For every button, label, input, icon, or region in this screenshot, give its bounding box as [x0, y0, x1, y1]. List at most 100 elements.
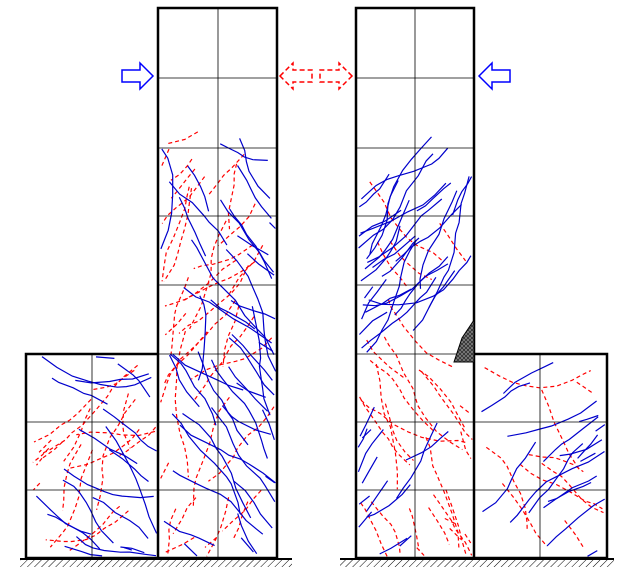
crack-forward: [180, 425, 276, 483]
crack-reverse: [419, 370, 465, 428]
crack-forward: [179, 197, 205, 256]
left-grid: [26, 8, 277, 558]
crack-reverse: [565, 521, 584, 548]
crack-reverse: [41, 442, 62, 459]
reverse-arrow-left: [280, 63, 312, 89]
crack-forward: [397, 423, 438, 498]
crack-reverse: [520, 464, 602, 509]
crack-forward: [529, 444, 583, 513]
crack-reverse: [34, 399, 91, 442]
ground-hatch: [340, 559, 614, 567]
crack-forward: [240, 138, 270, 198]
crack-forward: [65, 546, 103, 556]
crack-forward: [453, 177, 472, 215]
left-wall-outline: [26, 8, 277, 558]
crack-reverse: [461, 432, 471, 459]
crack-forward: [198, 352, 248, 445]
crack-forward: [359, 210, 401, 236]
crack-forward: [79, 429, 137, 463]
crack-forward: [417, 183, 451, 211]
crack-forward: [507, 401, 596, 436]
crack-reverse: [361, 400, 467, 443]
crack-forward: [547, 499, 605, 546]
crack-forward: [238, 514, 257, 554]
crack-reverse: [434, 495, 472, 556]
crack-forward: [361, 148, 447, 199]
crack-reverse: [39, 440, 51, 452]
crack-forward: [222, 406, 270, 435]
load-arrow-left: [479, 63, 510, 89]
crack-reverse: [123, 394, 131, 449]
crack-forward: [596, 425, 605, 432]
crack-reverse: [166, 538, 195, 553]
crack-reverse: [361, 503, 387, 557]
crack-forward: [580, 453, 595, 461]
crack-forward: [229, 367, 268, 412]
crack-reverse: [70, 429, 139, 468]
crack-pattern-diagram: [0, 0, 629, 571]
crack-reverse: [388, 300, 452, 367]
right-grid: [356, 8, 607, 558]
crack-forward: [482, 383, 531, 412]
ground-hatch: [20, 559, 292, 567]
crack-forward: [103, 409, 157, 451]
crack-reverse: [577, 382, 593, 393]
crack-forward: [109, 450, 148, 482]
crack-reverse: [446, 490, 467, 556]
crack-forward: [361, 226, 400, 281]
crack-forward: [503, 363, 553, 394]
crack-forward: [237, 383, 266, 397]
crack-forward: [172, 414, 240, 514]
crack-reverse: [370, 360, 435, 432]
crack-forward: [359, 512, 372, 527]
crack-forward: [358, 430, 383, 472]
crack-reverse: [360, 397, 410, 465]
crack-forward: [96, 357, 114, 359]
crack-forward: [380, 538, 408, 554]
crack-forward: [266, 476, 275, 483]
crushed-zone: [454, 320, 474, 362]
crack-reverse: [173, 498, 196, 534]
crack-forward: [229, 338, 274, 395]
right-wall-outline: [356, 8, 607, 558]
crack-forward: [270, 223, 276, 229]
cracks: [33, 132, 605, 557]
crack-forward: [36, 496, 91, 534]
crack-reverse: [230, 245, 263, 293]
crack-forward: [400, 536, 412, 546]
crack-reverse: [209, 154, 244, 194]
crack-forward: [220, 144, 268, 161]
crack-forward: [367, 481, 388, 512]
crack-forward: [184, 544, 197, 556]
crack-forward: [64, 469, 154, 498]
crack-reverse: [179, 266, 248, 334]
crack-forward: [588, 551, 598, 557]
crack-reverse: [465, 534, 471, 543]
page: (() => { const g = document.getElementBy…: [0, 0, 629, 571]
crack-reverse: [460, 406, 470, 414]
crack-forward: [238, 166, 272, 219]
crack-reverse: [162, 177, 204, 224]
crack-reverse: [90, 370, 134, 390]
crack-forward: [510, 452, 604, 523]
crack-reverse: [161, 300, 236, 402]
crack-forward: [75, 374, 149, 383]
crack-reverse: [161, 463, 169, 479]
crack-forward: [362, 457, 377, 483]
reverse-arrow-right: [320, 63, 352, 89]
crack-forward: [164, 521, 215, 545]
crack-reverse: [164, 188, 192, 281]
crack-forward: [106, 427, 157, 534]
crack-forward: [359, 496, 369, 504]
crack-reverse: [33, 483, 39, 490]
crack-reverse: [168, 132, 198, 144]
crack-forward: [365, 287, 373, 298]
load-arrow-right: [122, 63, 153, 89]
crack-reverse: [409, 508, 419, 550]
crack-forward: [578, 435, 598, 459]
crack-reverse: [63, 444, 82, 510]
crack-reverse: [165, 313, 186, 334]
crack-reverse: [417, 548, 424, 556]
crack-reverse: [421, 371, 472, 439]
crack-reverse: [426, 437, 459, 550]
